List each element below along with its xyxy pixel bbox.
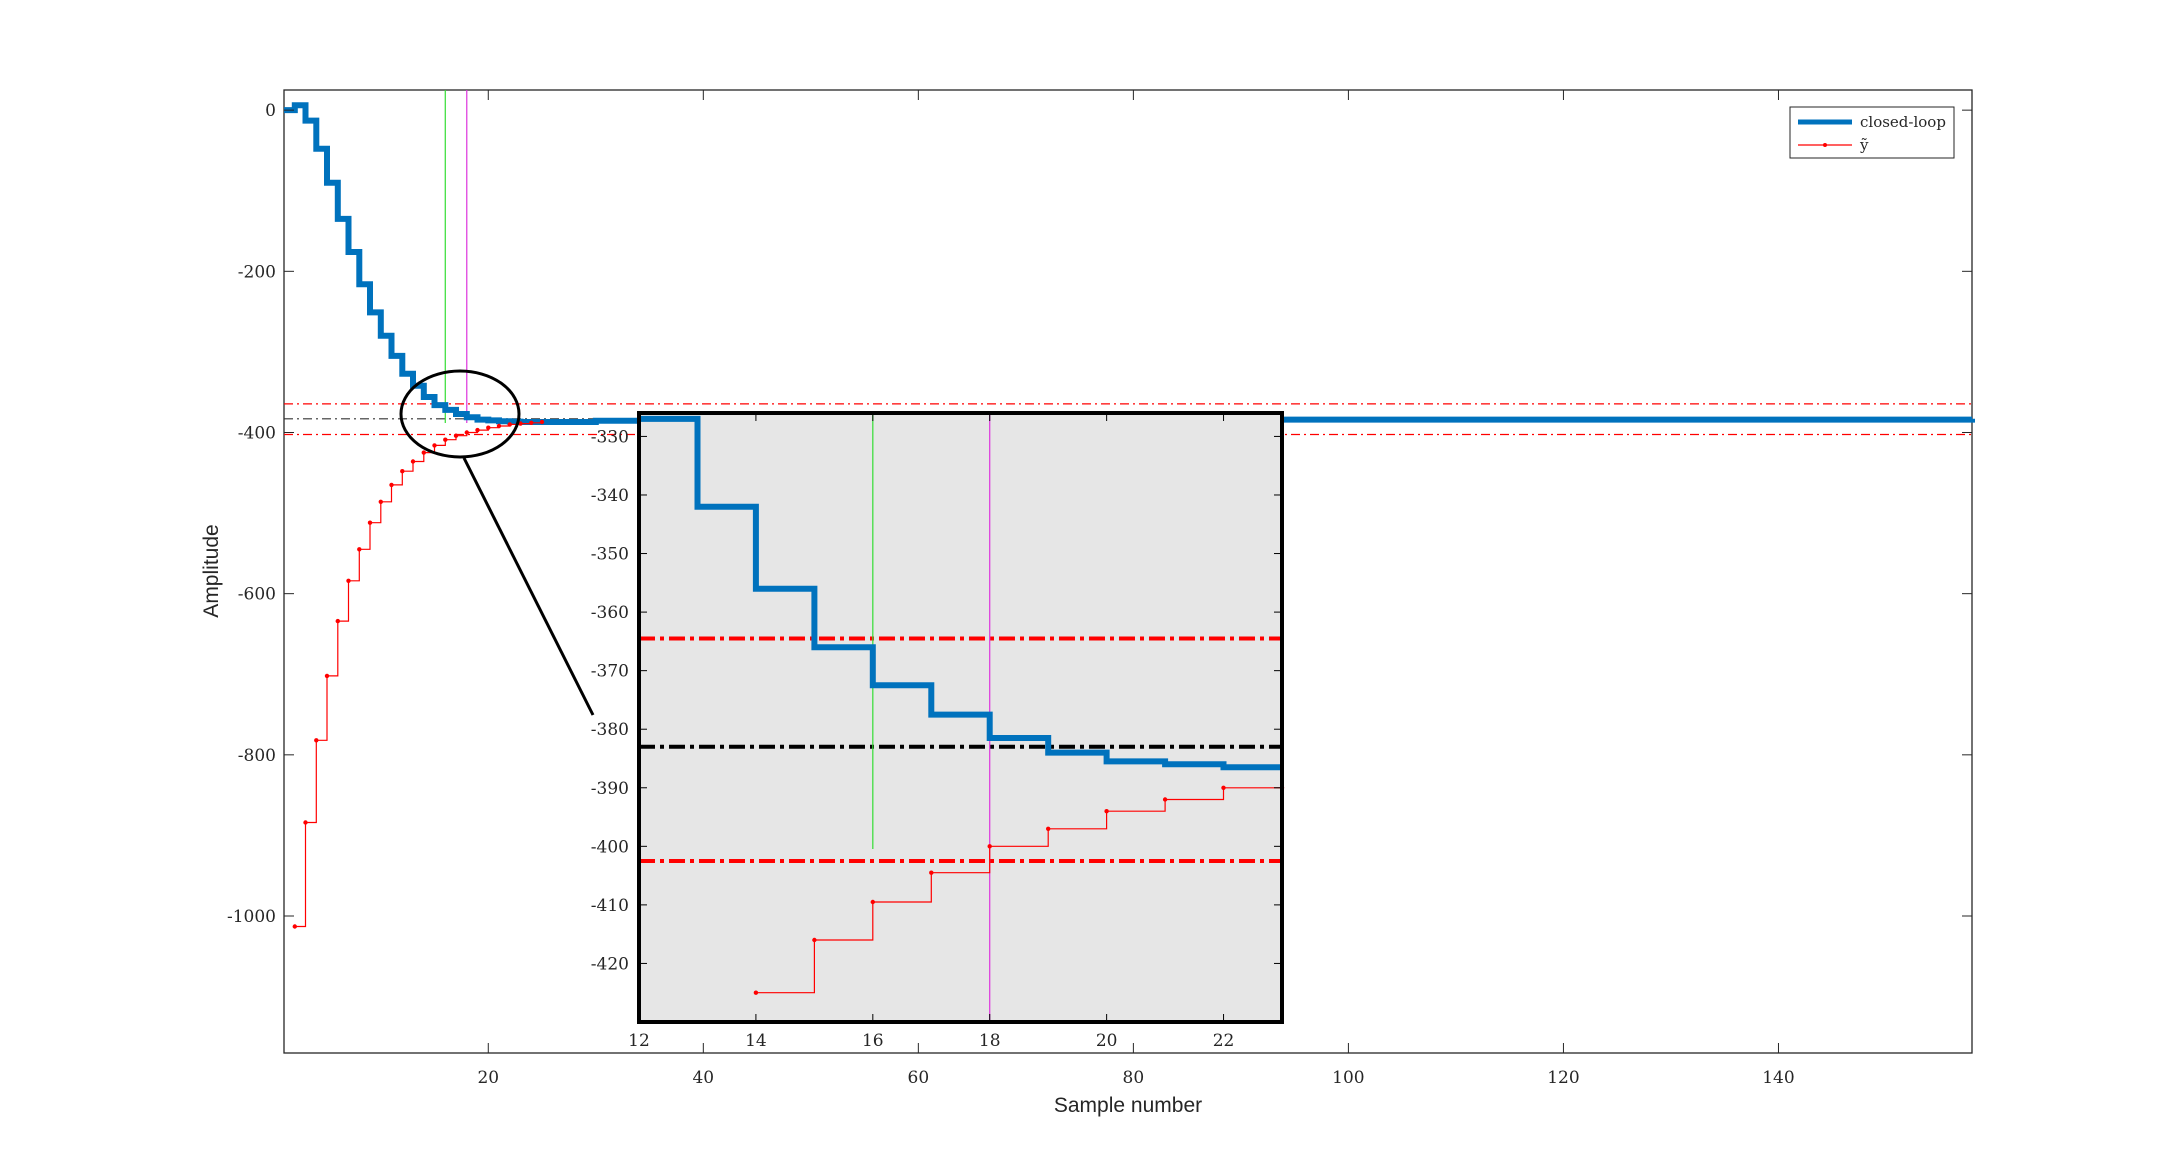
legend-y-tilde-marker <box>1823 143 1827 147</box>
main-x-tick-label: 80 <box>1123 1068 1145 1088</box>
main-y-tilde-marker <box>539 419 545 425</box>
main-x-tick-label: 60 <box>908 1068 930 1088</box>
main-y-tilde-marker <box>378 499 383 504</box>
main-y-tilde-marker <box>464 430 469 435</box>
main-y-tilde-marker <box>421 450 426 455</box>
main-y-tilde-marker <box>303 820 308 825</box>
legend-y-tilde-label: ỹ <box>1859 136 1869 154</box>
inset-y-tick-label: -410 <box>591 896 629 916</box>
inset-y-tilde-marker <box>1221 785 1226 790</box>
main-x-tick-label: 40 <box>692 1068 714 1088</box>
legend: closed-loop ỹ <box>1789 106 1955 159</box>
main-y-tick-label: -400 <box>238 423 276 443</box>
y-axis-label: Amplitude <box>200 524 223 617</box>
inset-y-tilde-marker <box>987 844 992 849</box>
main-y-tilde-marker <box>314 738 319 743</box>
main-y-tilde-line <box>294 422 543 928</box>
main-y-tilde-marker <box>410 459 416 464</box>
inset-y-tilde-marker <box>753 990 759 995</box>
main-ticks: 20 40 60 80 100 120 140 0 -200 -400 -600 -800 -1000 <box>227 90 1972 1088</box>
main-x-tick-label: 100 <box>1332 1068 1364 1088</box>
main-closed-loop-line <box>284 102 1975 425</box>
main-series <box>284 102 1975 929</box>
inset-x-tick-label: 22 <box>1213 1031 1235 1051</box>
main-x-tick-label: 20 <box>477 1068 499 1088</box>
main-y-tilde-marker <box>496 423 502 429</box>
inset-y-tick-label: -330 <box>591 427 629 447</box>
main-y-tilde-marker <box>453 433 459 438</box>
zoom-indicator <box>399 369 595 716</box>
main-y-tilde-marker <box>400 469 405 474</box>
inset-y-tick-label: -360 <box>591 603 629 623</box>
main-y-tilde-marker <box>475 427 480 433</box>
inset-closed-loop-line <box>639 415 1282 771</box>
main-y-tilde-marker <box>529 420 534 425</box>
inset-x-tick-label: 18 <box>979 1031 1001 1051</box>
main-x-tick-label: 140 <box>1762 1068 1794 1088</box>
inset-y-tilde-marker <box>1162 797 1168 802</box>
main-y-tick-label: -200 <box>238 262 276 282</box>
zoom-connector-line <box>462 457 595 716</box>
main-y-tick-label: -1000 <box>227 907 276 927</box>
inset-y-tick-label: -400 <box>591 837 629 857</box>
main-y-tick-label: -600 <box>238 585 276 605</box>
main-y-tilde-marker <box>324 673 330 679</box>
main-y-tilde-marker <box>367 520 373 525</box>
inset-y-tick-label: -340 <box>591 486 629 506</box>
main-y-tilde-marker <box>389 482 394 488</box>
main-y-tick-label: 0 <box>265 101 276 121</box>
inset-y-tilde-line <box>755 787 1282 994</box>
main-y-tilde-marker <box>346 578 351 583</box>
main-y-tilde-marker <box>292 924 297 929</box>
main-y-tilde-marker <box>507 422 512 427</box>
main-y-tick-label: -800 <box>238 746 276 766</box>
main-y-tilde-marker <box>432 443 437 448</box>
inset-x-tick-label: 16 <box>862 1031 884 1051</box>
legend-closed-loop-label: closed-loop <box>1860 113 1946 131</box>
main-y-tilde-marker <box>335 618 340 624</box>
legend-box <box>1789 106 1955 159</box>
x-axis-label: Sample number <box>1054 1094 1202 1117</box>
inset-y-tick-label: -380 <box>591 720 629 740</box>
inset-x-tick-label: 12 <box>628 1031 650 1051</box>
inset-y-tilde-marker <box>1046 826 1051 831</box>
inset-y-tick-label: -390 <box>591 779 629 799</box>
main-y-tilde-marker <box>357 547 362 552</box>
inset-axes-box <box>637 411 1284 1024</box>
inset-y-tick-label: -350 <box>591 545 629 565</box>
inset-y-tilde-marker <box>812 937 817 943</box>
inset-x-tick-label: 14 <box>745 1031 767 1051</box>
inset-ticks: 12 14 16 18 20 22 -330 -340 -350 -360 -370 -380 -390… <box>591 413 1282 1051</box>
inset-y-tilde-marker <box>1104 809 1109 814</box>
zoom-circle <box>399 369 521 459</box>
inset-y-tilde-marker <box>929 870 934 875</box>
main-y-tilde-marker <box>443 437 448 442</box>
inset-x-tick-label: 20 <box>1096 1031 1118 1051</box>
inset-axes: 12 14 16 18 20 22 -330 -340 -350 -360 -370 -380 -390… <box>591 411 1285 1051</box>
main-x-tick-label: 120 <box>1547 1068 1579 1088</box>
inset-y-tick-label: -420 <box>591 954 629 974</box>
inset-y-tick-label: -370 <box>591 662 629 682</box>
inset-y-tilde-marker <box>870 899 875 905</box>
main-y-tilde-marker <box>486 425 491 430</box>
